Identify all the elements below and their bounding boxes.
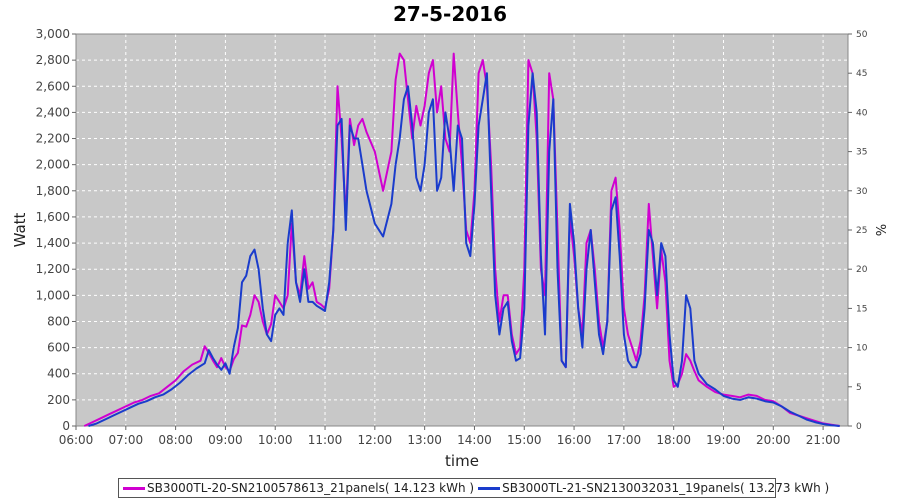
x-tick-label: 10:00 (258, 433, 293, 447)
chart-svg: 02004006008001,0001,2001,4001,6001,8002,… (11, 27, 887, 470)
legend-item-series-1[interactable]: SB3000TL-20-SN2100578613_21panels( 14.12… (123, 481, 474, 495)
y-tick-label: 800 (47, 314, 70, 328)
y-tick-label: 1,800 (36, 184, 70, 198)
x-tick-label: 07:00 (109, 433, 144, 447)
y-tick-label: 0 (62, 419, 70, 433)
y-tick-label: 600 (47, 341, 70, 355)
legend-item-series-2[interactable]: SB3000TL-21-SN2130032031_19panels( 13.27… (478, 481, 829, 495)
y-tick-label: 200 (47, 393, 70, 407)
y-axis-ticks: 0 200 400 600 800 1,000 1,200 1,400 1,600 1,800 2,… (36, 27, 76, 433)
y-tick-label: 400 (47, 367, 70, 381)
x-tick-label: 19:00 (706, 433, 741, 447)
legend-label-series-2: SB3000TL-21-SN2130032031_19panels( 13.27… (502, 481, 830, 495)
x-tick-label: 15:00 (507, 433, 542, 447)
x-tick-label: 11:00 (308, 433, 343, 447)
y-tick-label: 3,000 (36, 27, 70, 41)
x-axis-ticks: 06:00 07:00 08:00 09:00 10:00 11:00 12:00 13:00… (59, 426, 841, 447)
y-tick-label: 2,400 (36, 105, 70, 119)
legend-label-series-1: SB3000TL-20-SN2100578613_21panels( 14.12… (147, 481, 475, 495)
y-tick-label: 1,400 (36, 236, 70, 250)
y2-axis-label: % (872, 224, 887, 236)
x-tick-label: 17:00 (607, 433, 642, 447)
legend-swatch-series-1 (123, 486, 145, 490)
x-tick-label: 14:00 (457, 433, 492, 447)
y2-tick-label: 45 (856, 69, 867, 79)
x-tick-label: 20:00 (756, 433, 791, 447)
y-tick-label: 2,800 (36, 53, 70, 67)
legend: SB3000TL-20-SN2100578613_21panels( 14.12… (118, 478, 829, 498)
x-tick-label: 18:00 (656, 433, 691, 447)
y-tick-label: 2,600 (36, 79, 70, 93)
y-tick-label: 1,600 (36, 210, 70, 224)
chart-title: 27-5-2016 (392, 2, 507, 26)
y2-tick-label: 35 (856, 148, 867, 158)
series-line-2 (88, 72, 840, 427)
y2-tick-label: 5 (856, 383, 862, 393)
y2-axis-ticks: 0 5 10 15 20 25 30 35 40 45 50 (848, 30, 868, 432)
y-axis-label: Watt (11, 212, 29, 247)
y2-tick-label: 30 (856, 187, 868, 197)
plot-area (76, 34, 848, 426)
y-tick-label: 1,200 (36, 262, 70, 276)
y-tick-label: 2,000 (36, 158, 70, 172)
x-tick-label: 16:00 (557, 433, 592, 447)
y2-tick-label: 20 (856, 265, 868, 275)
legend-swatch-series-2 (478, 486, 501, 490)
series-line-1 (83, 52, 840, 427)
y2-tick-label: 25 (856, 226, 867, 236)
y2-tick-label: 0 (856, 422, 862, 432)
x-tick-label: 13:00 (407, 433, 442, 447)
y2-tick-label: 15 (856, 304, 867, 314)
x-tick-label: 12:00 (358, 433, 393, 447)
y-tick-label: 2,200 (36, 132, 70, 146)
y2-tick-label: 10 (856, 344, 868, 354)
x-tick-label: 06:00 (59, 433, 94, 447)
y2-tick-label: 50 (856, 30, 868, 40)
x-axis-label: time (445, 452, 479, 470)
x-tick-label: 09:00 (208, 433, 243, 447)
x-tick-label: 08:00 (158, 433, 193, 447)
y2-tick-label: 40 (856, 108, 868, 118)
x-tick-label: 21:00 (806, 433, 841, 447)
series-lines (83, 52, 840, 427)
y-tick-label: 1,000 (36, 288, 70, 302)
